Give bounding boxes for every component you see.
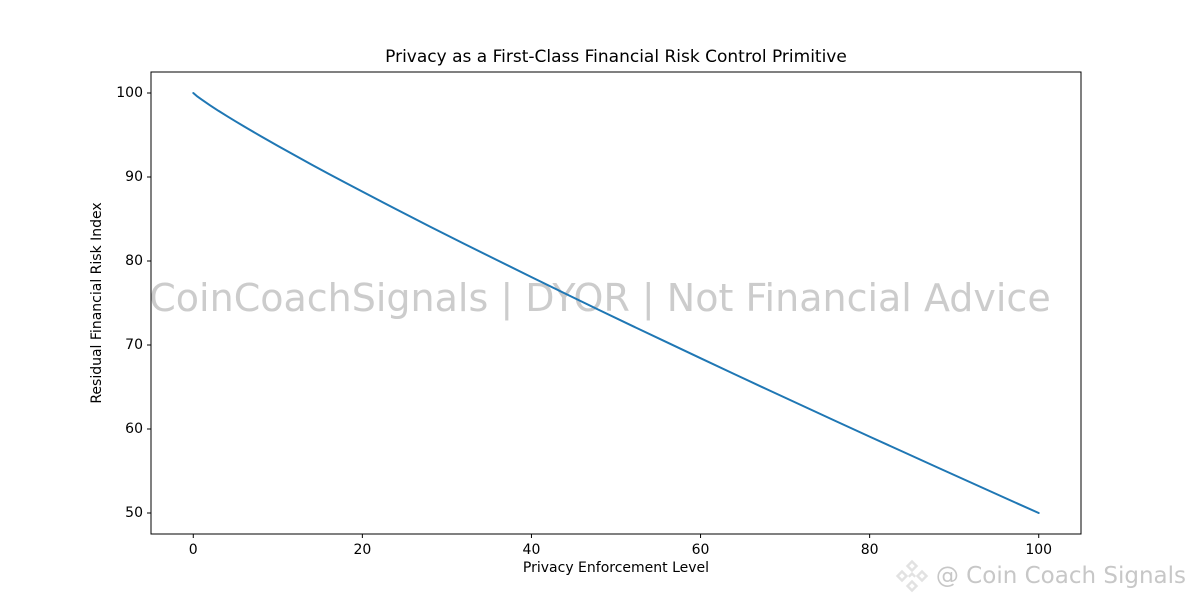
x-tick-label: 80 (860, 542, 879, 558)
y-tick-label: 100 (116, 85, 143, 101)
x-tick-label: 40 (522, 542, 541, 558)
x-tick-label: 0 (188, 542, 198, 558)
risk-curve-line (192, 92, 1040, 514)
chart-title: Privacy as a First-Class Financial Risk … (385, 47, 847, 67)
x-axis-label: Privacy Enforcement Level (522, 560, 710, 576)
x-tick-label: 20 (353, 542, 372, 558)
diamond-logo-icon (895, 559, 929, 593)
y-tick-label: 50 (125, 505, 143, 521)
tick-marks (147, 92, 1040, 538)
footer-text: @ Coin Coach Signals (935, 563, 1186, 589)
y-tick-label: 90 (125, 169, 143, 185)
x-tick-label: 60 (691, 542, 710, 558)
y-tick-label: 80 (125, 253, 143, 269)
y-tick-label: 70 (125, 337, 143, 353)
footer-brand: @ Coin Coach Signals (894, 558, 1186, 594)
y-tick-label: 60 (125, 421, 143, 437)
axes-spines (150, 71, 1082, 535)
x-tick-label: 100 (1025, 542, 1053, 558)
